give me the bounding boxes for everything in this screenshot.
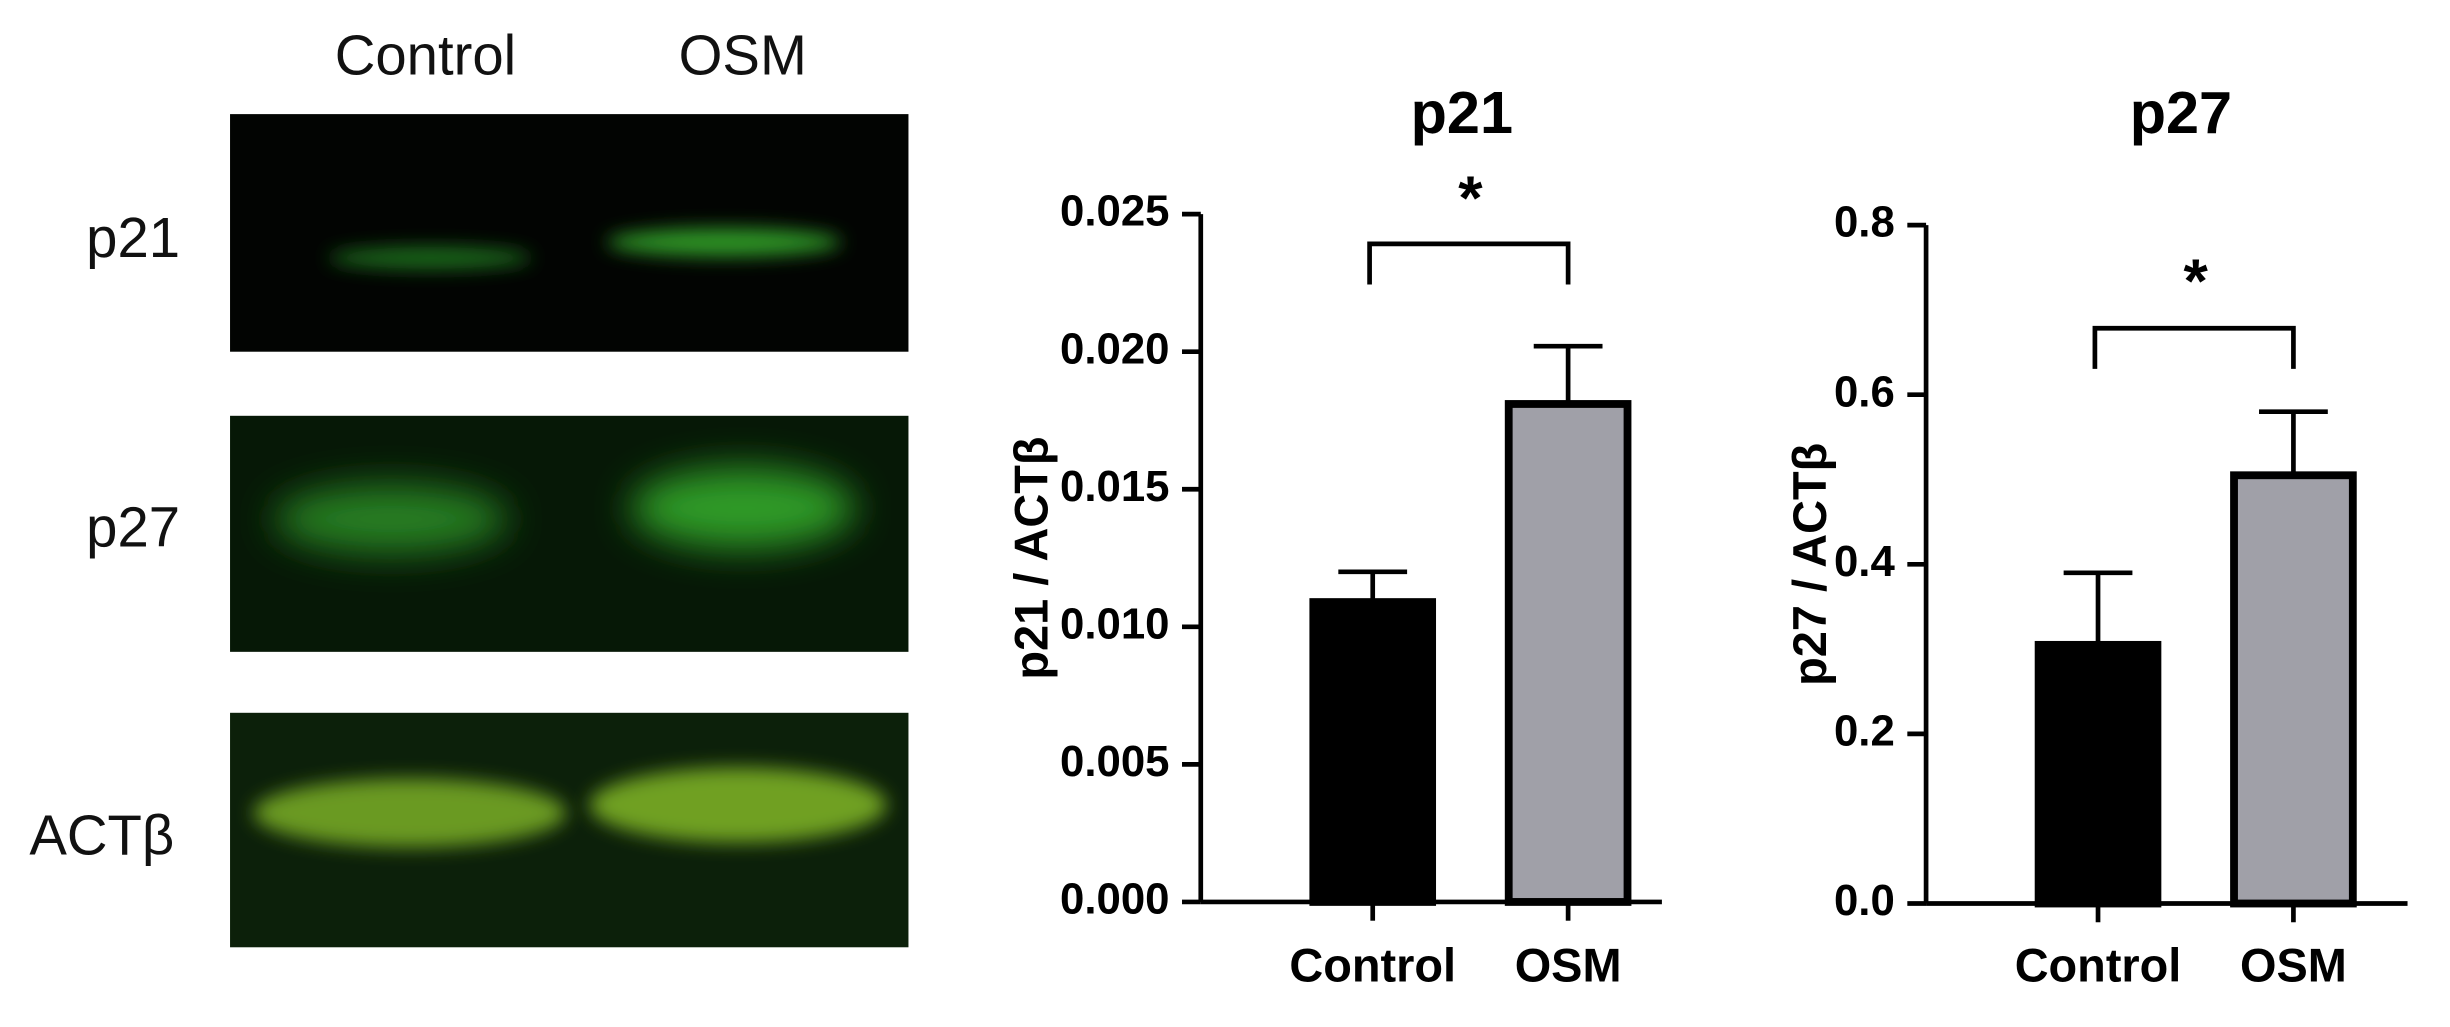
significance-mark: * [2184, 247, 2209, 317]
bar [2230, 471, 2357, 908]
bar [1309, 598, 1437, 906]
x-tick-label: OSM [2240, 940, 2347, 992]
y-axis-title: p21 / ACTβ [1005, 437, 1057, 680]
band [328, 246, 532, 269]
western-blot: Control OSM p21 p27 ACTβ [29, 23, 909, 948]
chart-title: p21 [1411, 79, 1513, 146]
y-tick-label: 0.015 [1060, 462, 1169, 511]
x-tick-label: OSM [1515, 940, 1622, 992]
lane-label: Control [335, 23, 516, 86]
bar [1504, 400, 1632, 906]
y-axis-title: p27 / ACTβ [1784, 443, 1836, 686]
bar-chart: p27 p27 / ACTβ 0.0 0.2 0.4 0.6 0.8 Control OSM * [1784, 79, 2408, 992]
significance-mark: * [1458, 164, 1483, 234]
y-tick-label: 0.020 [1060, 324, 1169, 373]
band [253, 778, 567, 848]
y-tick-label: 0.0 [1834, 876, 1895, 925]
band [273, 484, 509, 554]
bar [2034, 640, 2162, 908]
chart-title: p27 [2130, 79, 2232, 146]
y-tick-label: 0.8 [1834, 198, 1895, 247]
band [606, 228, 842, 257]
y-tick-label: 0.4 [1834, 537, 1895, 586]
y-tick-label: 0.025 [1060, 187, 1169, 236]
band [589, 767, 887, 843]
y-tick-label: 0.010 [1060, 599, 1169, 648]
significance-bracket [2092, 325, 2296, 369]
y-tick-label: 0.005 [1060, 737, 1169, 786]
band [630, 467, 856, 549]
row-label: p27 [86, 495, 180, 558]
y-tick-label: 0.2 [1834, 706, 1895, 755]
bar-chart: p21 p21 / ACTβ 0.000 0.005 0.010 0.015 0.020 0.… [1005, 79, 1662, 992]
x-tick-label: Control [1289, 940, 1456, 992]
significance-bracket [1367, 241, 1571, 285]
row-label: ACTβ [29, 803, 174, 866]
y-tick-label: 0.6 [1834, 367, 1895, 416]
row-label: p21 [86, 206, 180, 269]
x-tick-label: Control [2015, 940, 2182, 992]
y-tick-label: 0.000 [1060, 875, 1169, 924]
lane-label: OSM [679, 23, 807, 86]
